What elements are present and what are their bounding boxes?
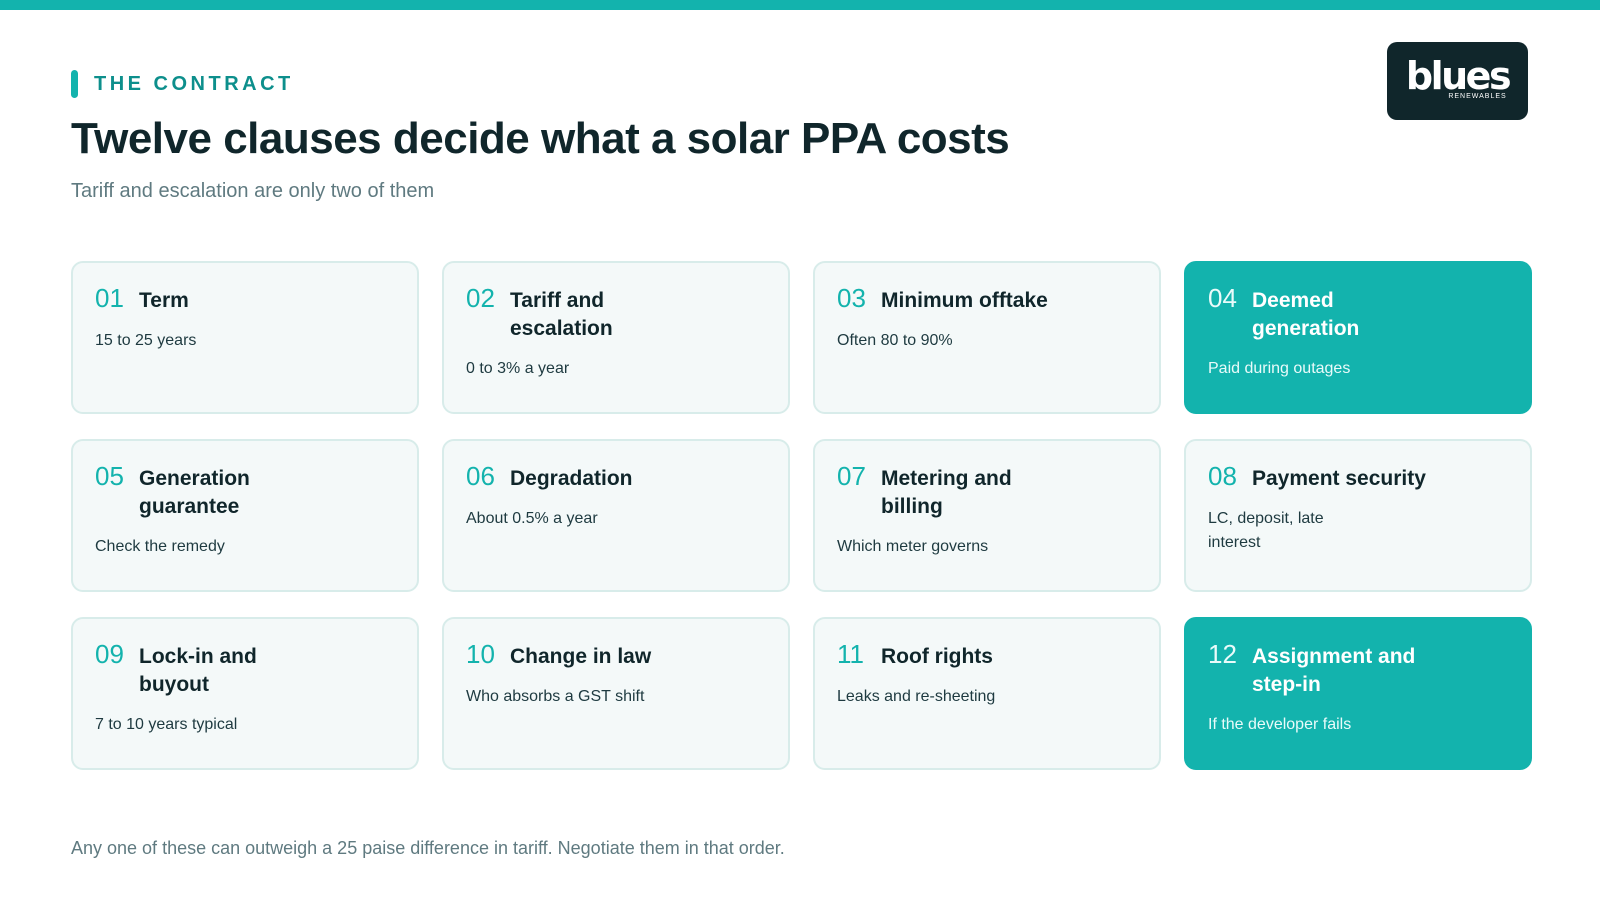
clause-title: Assignment and step-in	[1252, 645, 1416, 696]
top-accent-bar	[0, 0, 1600, 10]
clause-description: Paid during outages	[1208, 360, 1351, 377]
clause-description: About 0.5% a year	[466, 510, 598, 527]
clause-card-generation-guarantee: 05 Generation guarantee Check the remedy	[71, 439, 419, 592]
clause-number: 06	[466, 461, 495, 491]
clause-card-change-in-law: 10 Change in law Who absorbs a GST shift	[442, 617, 790, 770]
clause-number: 08	[1208, 461, 1237, 491]
clause-description: Which meter governs	[837, 538, 989, 555]
section-label-marker	[71, 70, 78, 98]
clause-number: 04	[1208, 283, 1237, 313]
clause-card-deemed-generation: 04 Deemed generation Paid during outages	[1184, 261, 1532, 414]
clause-description: Check the remedy	[95, 538, 225, 555]
logo-wordmark: blues	[1405, 53, 1512, 98]
blues-logo: blues RENEWABLES	[1387, 42, 1528, 120]
clause-card-roof-rights: 11 Roof rights Leaks and re-sheeting	[813, 617, 1161, 770]
clause-description: Leaks and re-sheeting	[837, 688, 996, 705]
clause-card-lock-in: 09 Lock-in and buyout 7 to 10 years typi…	[71, 617, 419, 770]
clause-grid: 01 Term 15 to 25 years 02 Tariff and esc…	[71, 261, 1532, 770]
clause-description: 15 to 25 years	[95, 332, 197, 349]
clause-title: Minimum offtake	[881, 289, 1048, 312]
clause-number: 02	[466, 283, 495, 313]
clause-card-assignment: 12 Assignment and step-in If the develop…	[1184, 617, 1532, 770]
clause-title: Degradation	[510, 467, 633, 490]
page-title: Twelve clauses decide what a solar PPA c…	[71, 114, 1010, 163]
clause-number: 11	[837, 639, 864, 669]
clause-card-degradation: 06 Degradation About 0.5% a year	[442, 439, 790, 592]
clause-card-tariff: 02 Tariff and escalation 0 to 3% a year	[442, 261, 790, 414]
clause-number: 12	[1208, 639, 1237, 669]
clause-card-term: 01 Term 15 to 25 years	[71, 261, 419, 414]
page-subtitle: Tariff and escalation are only two of th…	[71, 180, 435, 202]
clause-title: Change in law	[510, 645, 652, 668]
footer-note: Any one of these can outweigh a 25 paise…	[71, 838, 785, 858]
clause-description: Who absorbs a GST shift	[466, 688, 645, 705]
section-label-text: THE CONTRACT	[94, 72, 294, 95]
clause-card-payment-security: 08 Payment security LC, deposit, late in…	[1184, 439, 1532, 592]
clause-description: LC, deposit, late interest	[1208, 510, 1324, 551]
clause-card-minimum-offtake: 03 Minimum offtake Often 80 to 90%	[813, 261, 1161, 414]
clause-title: Generation guarantee	[139, 467, 250, 518]
logo-subtext: RENEWABLES	[1448, 92, 1507, 100]
clause-description: 7 to 10 years typical	[95, 716, 238, 733]
clause-title: Deemed generation	[1252, 289, 1360, 340]
section-label: THE CONTRACT	[71, 70, 294, 98]
clause-number: 05	[95, 461, 124, 491]
clause-title: Roof rights	[881, 645, 993, 668]
clause-description: If the developer fails	[1208, 716, 1352, 733]
clause-number: 07	[837, 461, 866, 491]
clause-card-metering-billing: 07 Metering and billing Which meter gove…	[813, 439, 1161, 592]
clause-number: 09	[95, 639, 124, 669]
clause-description: 0 to 3% a year	[466, 360, 570, 377]
clause-title: Tariff and escalation	[510, 289, 613, 340]
clause-number: 01	[95, 283, 124, 313]
clause-title: Metering and billing	[881, 467, 1012, 518]
clause-title: Payment security	[1252, 467, 1426, 490]
clause-description: Often 80 to 90%	[837, 332, 953, 349]
clause-number: 10	[466, 639, 495, 669]
clause-title: Term	[139, 289, 189, 312]
clause-title: Lock-in and buyout	[139, 645, 257, 696]
clause-number: 03	[837, 283, 866, 313]
